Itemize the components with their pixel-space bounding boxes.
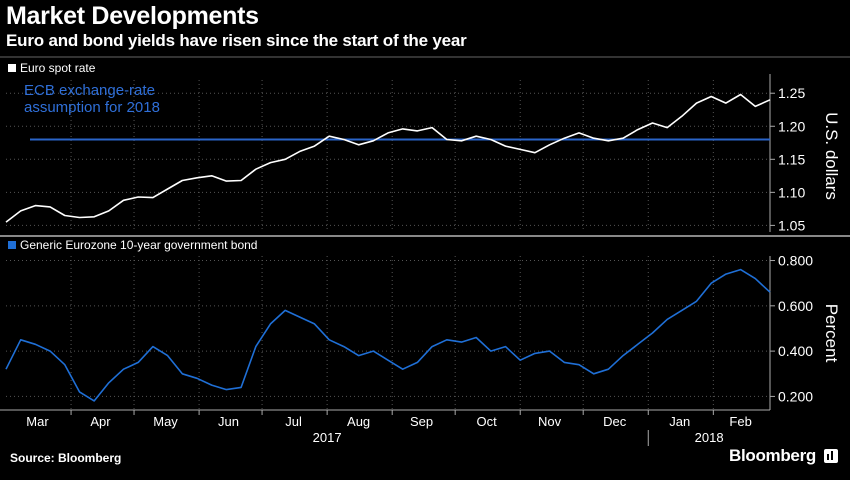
- x-tick-label: May: [153, 414, 178, 429]
- y-axis-title: Percent: [822, 304, 841, 363]
- source-note: Source: Bloomberg: [10, 451, 122, 465]
- chart-subtitle: Euro and bond yields have risen since th…: [6, 31, 467, 50]
- legend-swatch: [8, 64, 16, 72]
- x-year-label: 2017: [313, 430, 342, 445]
- x-tick-label: Sep: [410, 414, 433, 429]
- x-tick-label: Dec: [603, 414, 627, 429]
- x-tick-label: Feb: [729, 414, 751, 429]
- series-line-euro: [5, 93, 771, 223]
- x-tick-label: Jul: [285, 414, 302, 429]
- y-axis-title: U.S. dollars: [822, 112, 841, 200]
- series-line-bond: [5, 268, 771, 402]
- y-tick-label: 0.600: [778, 298, 813, 314]
- legend-swatch: [8, 241, 16, 249]
- y-tick-label: 1.15: [778, 151, 805, 167]
- y-tick-label: 0.200: [778, 388, 813, 404]
- x-year-label: 2018: [695, 430, 724, 445]
- x-tick-label: Aug: [347, 414, 370, 429]
- x-tick-label: Apr: [90, 414, 111, 429]
- y-tick-label: 1.20: [778, 118, 805, 134]
- x-tick-label: Nov: [538, 414, 562, 429]
- annotation-label: assumption for 2018: [24, 99, 160, 116]
- x-tick-label: Jan: [669, 414, 690, 429]
- chart-title: Market Developments: [6, 2, 259, 30]
- y-tick-label: 1.25: [778, 85, 805, 101]
- bloomberg-icon: [824, 449, 838, 463]
- y-tick-label: 1.05: [778, 217, 805, 233]
- y-tick-label: 0.800: [778, 253, 813, 269]
- legend-label: Euro spot rate: [20, 61, 96, 75]
- y-tick-label: 0.400: [778, 343, 813, 359]
- x-tick-label: Jun: [218, 414, 239, 429]
- y-tick-label: 1.10: [778, 184, 805, 200]
- brand-logo: Bloomberg: [728, 446, 816, 465]
- x-tick-label: Oct: [477, 414, 498, 429]
- legend-label: Generic Eurozone 10-year government bond: [20, 238, 257, 252]
- annotation-label: ECB exchange-rate: [24, 82, 155, 99]
- x-tick-label: Mar: [26, 414, 49, 429]
